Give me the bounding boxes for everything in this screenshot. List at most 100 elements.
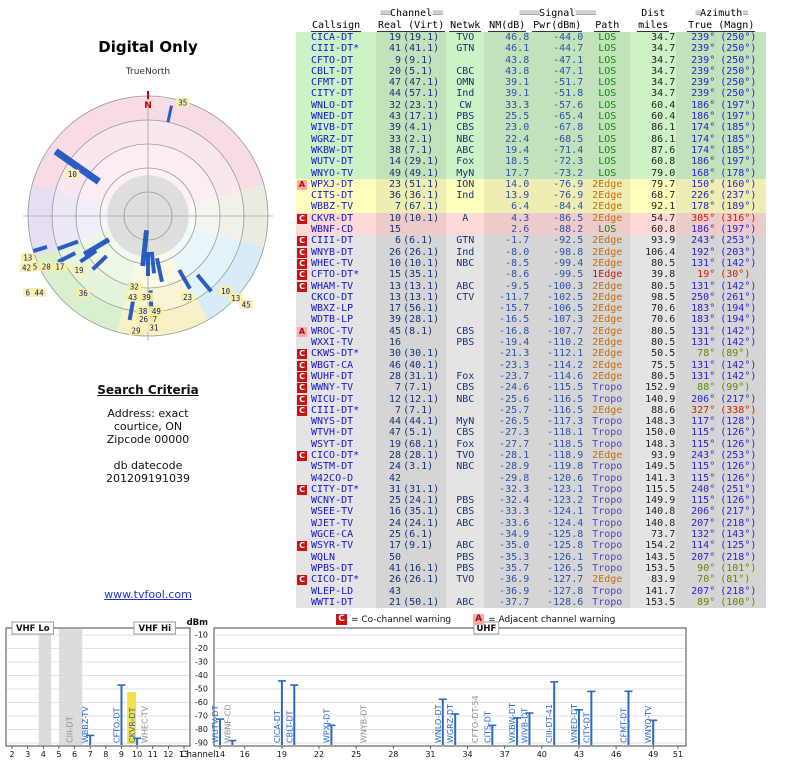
table-row: WXXI-TV 16 PBS -19.4 -110.2 2Edge 80.5 131° (142… bbox=[296, 337, 767, 349]
path-cell: 2Edge bbox=[584, 201, 631, 213]
callsign-cell[interactable]: WHEC-TV bbox=[311, 257, 354, 269]
callsign-cell[interactable]: WGRZ-DT bbox=[311, 133, 354, 145]
footer-link-row: www.tvfool.com bbox=[0, 588, 296, 601]
callsign-cell[interactable]: WNYB-DT bbox=[311, 246, 354, 258]
pwr-cell: -51.7 bbox=[530, 77, 585, 89]
netwk-cell: Fox bbox=[456, 438, 475, 450]
virt-cell bbox=[402, 472, 447, 484]
callsign-cell[interactable]: WIVB-DT bbox=[311, 122, 354, 134]
callsign-cell[interactable]: WGCE-CA bbox=[311, 529, 354, 541]
callsign-cell[interactable]: CKWS-DT* bbox=[311, 348, 360, 360]
callsign-cell[interactable]: WBXZ-LP bbox=[311, 303, 354, 315]
flag-cell bbox=[296, 43, 310, 54]
callsign-cell[interactable]: CICA-DT bbox=[311, 32, 354, 43]
path-cell: 2Edge bbox=[584, 291, 631, 304]
callsign-cell[interactable]: CIII-DT* bbox=[311, 43, 360, 55]
netwk-cell: CBS bbox=[456, 122, 475, 134]
callsign-cell[interactable]: CFTO-DT bbox=[311, 54, 354, 66]
nm-cell: -28.9 bbox=[484, 461, 531, 473]
callsign-cell[interactable]: CIII-DT bbox=[311, 235, 354, 247]
svg-text:-60: -60 bbox=[195, 698, 208, 707]
virt-cell: (13.1) bbox=[402, 280, 447, 292]
callsign-cell[interactable]: WNLO-DT bbox=[311, 99, 354, 111]
callsign-cell[interactable]: CBLT-DT bbox=[311, 65, 354, 77]
real-cell: 39 bbox=[376, 122, 403, 134]
true-cell: 88° bbox=[676, 382, 717, 394]
callsign-cell[interactable]: WLEP-LD bbox=[311, 585, 354, 597]
table-row: WNYS-DT 44 (44.1) MyN -26.5 -117.3 Tropo 148.3 1… bbox=[296, 416, 767, 428]
callsign-cell[interactable]: WHAM-TV bbox=[311, 280, 354, 292]
callsign-cell[interactable]: CFMT-DT bbox=[311, 77, 354, 89]
callsign-cell[interactable]: WPBS-DT bbox=[311, 562, 354, 574]
callsign-cell[interactable]: WBBZ-TV bbox=[311, 201, 354, 213]
dist-cell: 86.1 bbox=[651, 133, 676, 145]
callsign-cell[interactable]: WNYS-DT bbox=[311, 416, 354, 428]
magn-cell: (250°) bbox=[716, 88, 767, 100]
callsign-cell[interactable]: WNED-DT bbox=[311, 111, 354, 123]
virt-cell: (2.1) bbox=[402, 133, 447, 145]
real-cell: 10 bbox=[376, 257, 403, 270]
svg-text:N: N bbox=[144, 101, 152, 111]
callsign-cell[interactable]: CKCO-DT bbox=[311, 291, 354, 303]
callsign-cell[interactable]: WXXI-TV bbox=[311, 337, 354, 349]
svg-text:43 39: 43 39 bbox=[128, 293, 151, 302]
callsign-cell[interactable]: WWNY-TV bbox=[311, 382, 354, 394]
flag-cell: C bbox=[296, 348, 310, 360]
callsign-cell[interactable]: WKBW-DT bbox=[311, 144, 354, 156]
spacer bbox=[0, 446, 296, 459]
true-cell: 131° bbox=[676, 280, 717, 292]
callsign-cell[interactable]: WSEE-TV bbox=[311, 506, 354, 518]
magn-cell: (185°) bbox=[716, 122, 767, 134]
callsign-cell[interactable]: WTVH-DT bbox=[311, 427, 354, 439]
callsign-cell[interactable]: CITY-DT* bbox=[311, 483, 360, 495]
callsign-cell[interactable]: WSYT-DT bbox=[311, 438, 354, 450]
callsign-cell[interactable]: CITY-DT bbox=[311, 88, 354, 100]
real-cell: 25 bbox=[376, 529, 403, 541]
callsign-cell[interactable]: CITS-DT bbox=[311, 190, 354, 202]
search-line-address: Address: exact bbox=[107, 407, 189, 420]
callsign-cell[interactable]: CICO-DT* bbox=[311, 574, 360, 586]
flag-cell bbox=[296, 416, 310, 427]
true-cell: 115° bbox=[676, 472, 717, 484]
flag-cell bbox=[296, 190, 310, 201]
tvfool-link[interactable]: www.tvfool.com bbox=[104, 588, 192, 601]
svg-text:CFTO-DT: CFTO-DT bbox=[112, 708, 121, 744]
callsign-cell[interactable]: WICU-DT bbox=[311, 393, 354, 405]
dist-cell: 140.9 bbox=[645, 393, 676, 405]
callsign-cell[interactable]: CFTO-DT* bbox=[311, 269, 360, 281]
true-cell: 131° bbox=[676, 370, 717, 383]
callsign-cell[interactable]: CICO-DT* bbox=[311, 449, 360, 461]
svg-text:10: 10 bbox=[68, 170, 78, 179]
callsign-cell[interactable]: WWTI-DT bbox=[311, 596, 354, 608]
callsign-cell[interactable]: WUTV-DT bbox=[311, 156, 354, 168]
dist-cell: 70.6 bbox=[651, 314, 676, 326]
callsign-cell[interactable]: WSTM-DT bbox=[311, 461, 354, 473]
true-cell: 183° bbox=[676, 314, 717, 326]
callsign-cell[interactable]: WDTB-LP bbox=[311, 314, 354, 326]
signal-strength-chart: CIII-DT WBBZ-TV CFTO-DT CKVR-DT WHEC-TV2 3 4 5 6… bbox=[5, 618, 687, 760]
netwk-cell: Fox bbox=[456, 156, 475, 168]
callsign-cell[interactable]: WQLN bbox=[311, 551, 336, 563]
svg-text:WHEC-TV: WHEC-TV bbox=[141, 705, 150, 743]
callsign-cell[interactable]: WBNF-CD bbox=[311, 224, 354, 236]
nm-cell: -15.7 bbox=[484, 303, 531, 315]
callsign-cell[interactable]: WSYR-TV bbox=[311, 540, 354, 552]
virt-cell: (26.1) bbox=[402, 574, 447, 586]
table-row: CFTO-DT 9 (9.1) 43.8 -47.1 LOS 34.7 239° (250°) bbox=[296, 54, 767, 66]
callsign-cell[interactable]: CIII-DT* bbox=[311, 404, 360, 416]
magn-cell: (126°) bbox=[716, 427, 767, 439]
callsign-cell[interactable]: WNYO-TV bbox=[311, 167, 354, 179]
callsign-cell[interactable]: WBGT-CA bbox=[311, 359, 354, 371]
callsign-cell[interactable]: W42CO-D bbox=[311, 472, 354, 484]
callsign-cell[interactable]: WJET-TV bbox=[311, 517, 354, 529]
callsign-cell[interactable]: WUHF-DT bbox=[311, 370, 354, 382]
real-cell: 38 bbox=[376, 144, 403, 157]
callsign-cell[interactable]: WPXJ-DT bbox=[311, 178, 354, 190]
flag-cell: C bbox=[296, 484, 310, 495]
callsign-cell[interactable]: WCNY-DT bbox=[311, 495, 354, 507]
flag-cell bbox=[296, 156, 310, 167]
callsign-cell[interactable]: WROC-TV bbox=[311, 325, 354, 337]
flag-cell: C bbox=[296, 360, 310, 371]
callsign-cell[interactable]: CKVR-DT bbox=[311, 212, 354, 224]
